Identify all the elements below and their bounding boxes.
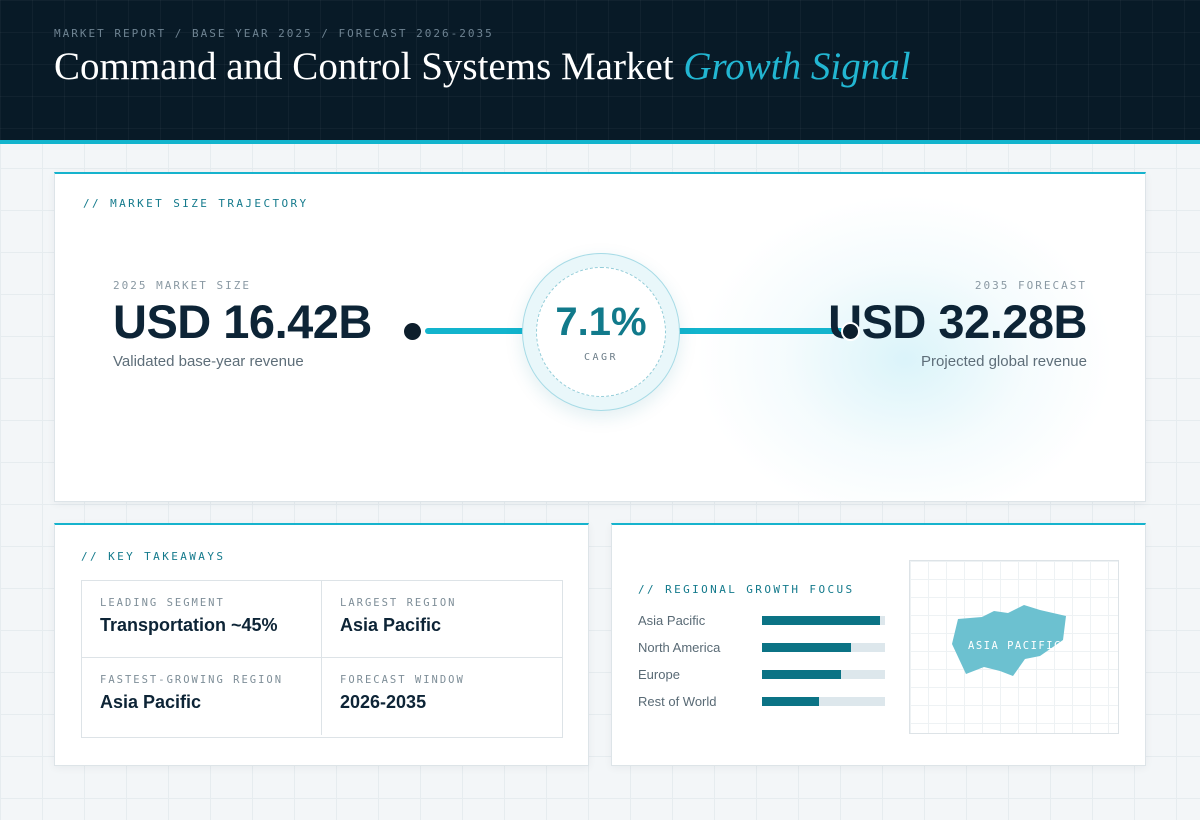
region-bar-label: Asia Pacific	[638, 613, 706, 628]
trajectory-end-dot	[841, 322, 860, 341]
cagr-badge: 7.1% CAGR	[522, 253, 680, 411]
market-size-trajectory-card: // MARKET SIZE TRAJECTORY 2025 MARKET SI…	[54, 172, 1146, 502]
regional-growth-card: // REGIONAL GROWTH FOCUS Asia Pacific No…	[611, 523, 1146, 766]
end-metric-value: USD 32.28B	[828, 295, 1087, 348]
region-bar-track	[762, 697, 885, 706]
page-title-accent: Growth Signal	[683, 45, 911, 88]
region-bar-track	[762, 670, 885, 679]
region-bar-fill	[762, 670, 841, 679]
takeaway-label: LEADING SEGMENT	[100, 597, 225, 609]
takeaway-cell: FASTEST-GROWING REGION Asia Pacific	[82, 658, 322, 735]
background-glow	[695, 194, 1115, 501]
region-bar-row: Rest of World	[638, 694, 888, 709]
takeaways-section-label: // KEY TAKEAWAYS	[81, 550, 226, 563]
region-bar-track	[762, 643, 885, 652]
takeaway-value: 2026-2035	[340, 692, 427, 712]
region-bar-row: Europe	[638, 667, 888, 682]
region-bar-label: Rest of World	[638, 694, 717, 709]
region-bar-label: Europe	[638, 667, 680, 682]
trajectory-section-label: // MARKET SIZE TRAJECTORY	[83, 197, 309, 210]
cagr-label: CAGR	[583, 352, 619, 363]
cagr-value: 7.1%	[555, 300, 647, 344]
end-metric-label: 2035 FORECAST	[974, 279, 1087, 292]
asia-pacific-map-icon	[952, 605, 1066, 676]
trajectory-start-dot	[404, 323, 421, 340]
takeaway-label: FASTEST-GROWING REGION	[100, 674, 284, 686]
region-bar-row: Asia Pacific	[638, 613, 888, 628]
page-title-main: Command and Control Systems Market	[54, 45, 674, 88]
start-metric-value: USD 16.42B	[113, 295, 372, 348]
takeaway-value: Transportation ~45%	[100, 615, 278, 635]
region-bar-row: North America	[638, 640, 888, 655]
page-title: Command and Control Systems Market Growt…	[54, 44, 911, 89]
region-bar-fill	[762, 616, 881, 625]
regional-section-label: // REGIONAL GROWTH FOCUS	[638, 583, 855, 596]
start-metric-sub: Validated base-year revenue	[113, 353, 304, 370]
takeaway-label: FORECAST WINDOW	[340, 674, 465, 686]
takeaway-cell: FORECAST WINDOW 2026-2035	[322, 658, 562, 735]
takeaway-cell: LARGEST REGION Asia Pacific	[322, 581, 562, 658]
page-header: MARKET REPORT / BASE YEAR 2025 / FORECAS…	[0, 0, 1200, 144]
breadcrumb: MARKET REPORT / BASE YEAR 2025 / FORECAS…	[54, 27, 494, 40]
region-bar-fill	[762, 643, 851, 652]
takeaway-cell: LEADING SEGMENT Transportation ~45%	[82, 581, 322, 658]
region-bar-label: North America	[638, 640, 721, 655]
map-region-label: ASIA PACIFIC	[968, 640, 1062, 652]
cagr-inner-circle: 7.1% CAGR	[536, 267, 666, 397]
region-bar-fill	[762, 697, 819, 706]
takeaway-value: Asia Pacific	[340, 615, 442, 635]
region-map: ASIA PACIFIC	[909, 560, 1119, 734]
key-takeaways-card: // KEY TAKEAWAYS LEADING SEGMENT Transpo…	[54, 523, 589, 766]
takeaways-grid: LEADING SEGMENT Transportation ~45% LARG…	[81, 580, 563, 738]
end-metric-sub: Projected global revenue	[921, 353, 1087, 370]
takeaway-value: Asia Pacific	[100, 692, 202, 712]
start-metric-label: 2025 MARKET SIZE	[113, 279, 251, 292]
region-bar-track	[762, 616, 885, 625]
takeaway-label: LARGEST REGION	[340, 597, 457, 609]
